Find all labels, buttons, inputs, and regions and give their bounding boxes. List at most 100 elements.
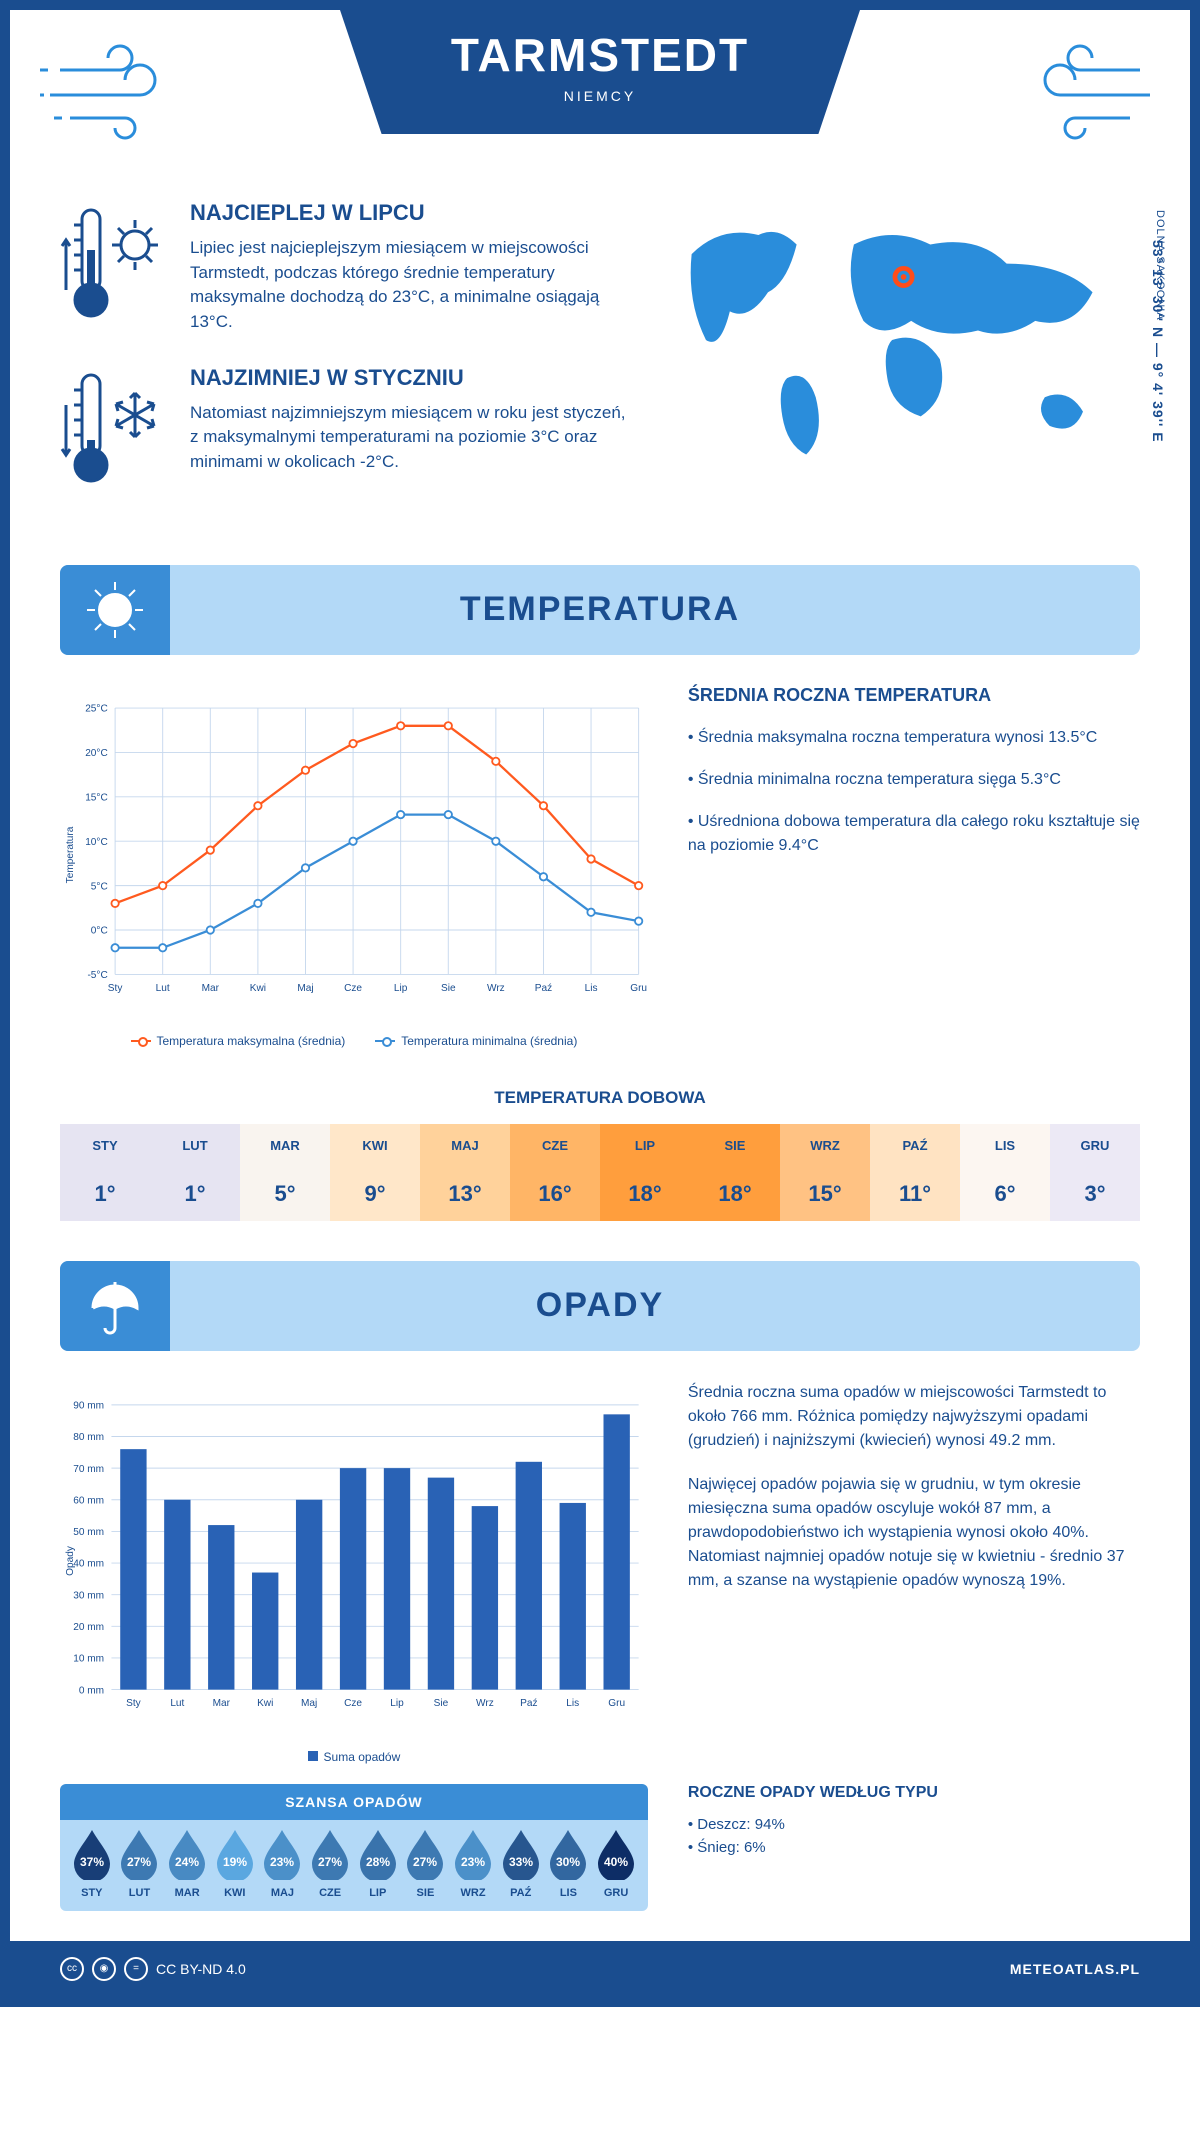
chance-drop: 23% MAJ — [259, 1826, 307, 1899]
temperature-legend: Temperatura maksymalna (średnia)Temperat… — [60, 1034, 648, 1048]
svg-text:40 mm: 40 mm — [73, 1558, 104, 1569]
precipitation-title: OPADY — [60, 1286, 1140, 1325]
svg-text:0°C: 0°C — [91, 925, 108, 936]
svg-text:Wrz: Wrz — [476, 1698, 494, 1709]
license-text: CC BY-ND 4.0 — [156, 1961, 246, 1977]
svg-text:25°C: 25°C — [85, 703, 108, 714]
svg-text:Cze: Cze — [344, 982, 362, 993]
svg-text:Lip: Lip — [394, 982, 408, 993]
daily-value: 15° — [780, 1167, 870, 1221]
temp-bullet: • Średnia minimalna roczna temperatura s… — [688, 768, 1140, 792]
svg-text:Sie: Sie — [441, 982, 456, 993]
wind-icon — [40, 40, 200, 140]
avg-temp-title: ŚREDNIA ROCZNA TEMPERATURA — [688, 685, 1140, 706]
country-name: NIEMCY — [420, 88, 780, 104]
svg-text:20°C: 20°C — [85, 748, 108, 759]
header: TARMSTEDT NIEMCY — [10, 10, 1190, 190]
chance-drop: 28% LIP — [354, 1826, 402, 1899]
svg-text:Lip: Lip — [390, 1698, 404, 1709]
fact-cold-title: NAJZIMNIEJ W STYCZNIU — [190, 365, 633, 391]
precipitation-legend: Suma opadów — [60, 1750, 648, 1764]
site-name: METEOATLAS.PL — [1010, 1961, 1140, 1977]
svg-text:28%: 28% — [366, 1855, 390, 1869]
temperature-title: TEMPERATURA — [60, 590, 1140, 629]
svg-text:24%: 24% — [175, 1855, 199, 1869]
svg-text:Maj: Maj — [297, 982, 313, 993]
svg-text:27%: 27% — [127, 1855, 151, 1869]
intro-section: NAJCIEPLEJ W LIPCU Lipiec jest najcieple… — [10, 190, 1190, 565]
city-name: TARMSTEDT — [420, 28, 780, 82]
temp-bullet: • Uśredniona dobowa temperatura dla całe… — [688, 810, 1140, 858]
daily-month: STY — [60, 1124, 150, 1167]
chance-drop: 19% KWI — [211, 1826, 259, 1899]
precipitation-types: ROCZNE OPADY WEDŁUG TYPU • Deszcz: 94% • … — [688, 1784, 1140, 1911]
daily-value: 1° — [150, 1167, 240, 1221]
legend-item: Temperatura minimalna (średnia) — [375, 1034, 577, 1048]
svg-text:Sie: Sie — [434, 1698, 449, 1709]
temperature-summary: ŚREDNIA ROCZNA TEMPERATURA • Średnia mak… — [688, 685, 1140, 1048]
svg-text:23%: 23% — [461, 1855, 485, 1869]
daily-month: MAJ — [420, 1124, 510, 1167]
title-banner: TARMSTEDT NIEMCY — [340, 10, 860, 134]
cc-icon: cc — [60, 1957, 84, 1981]
chance-drop: 40% GRU — [592, 1826, 640, 1899]
chance-drop: 27% LUT — [116, 1826, 164, 1899]
svg-text:Sty: Sty — [126, 1698, 142, 1709]
svg-text:Mar: Mar — [202, 982, 220, 993]
svg-text:Gru: Gru — [608, 1698, 625, 1709]
daily-value: 1° — [60, 1167, 150, 1221]
chance-drop: 37% STY — [68, 1826, 116, 1899]
thermometer-hot-icon — [60, 200, 170, 330]
type-item: • Deszcz: 94% — [688, 1816, 1140, 1833]
svg-text:10 mm: 10 mm — [73, 1653, 104, 1664]
svg-text:Kwi: Kwi — [257, 1698, 273, 1709]
daily-month: WRZ — [780, 1124, 870, 1167]
temp-bullet: • Średnia maksymalna roczna temperatura … — [688, 726, 1140, 750]
svg-text:40%: 40% — [604, 1855, 628, 1869]
chance-drop: 27% CZE — [306, 1826, 354, 1899]
type-item: • Śnieg: 6% — [688, 1839, 1140, 1856]
svg-text:23%: 23% — [270, 1855, 294, 1869]
daily-month: GRU — [1050, 1124, 1140, 1167]
daily-month: MAR — [240, 1124, 330, 1167]
daily-month: LIP — [600, 1124, 690, 1167]
daily-value: 13° — [420, 1167, 510, 1221]
daily-value: 6° — [960, 1167, 1050, 1221]
svg-text:Mar: Mar — [213, 1698, 231, 1709]
chance-drop: 33% PAŹ — [497, 1826, 545, 1899]
coords-label: 53° 13' 30'' N — 9° 4' 39'' E — [1150, 240, 1166, 443]
daily-value: 16° — [510, 1167, 600, 1221]
daily-value: 3° — [1050, 1167, 1140, 1221]
svg-text:70 mm: 70 mm — [73, 1463, 104, 1474]
daily-temp-title: TEMPERATURA DOBOWA — [10, 1088, 1190, 1108]
precipitation-summary: Średnia roczna suma opadów w miejscowośc… — [688, 1381, 1140, 1764]
precip-paragraph: Najwięcej opadów pojawia się w grudniu, … — [688, 1473, 1140, 1593]
daily-value: 18° — [690, 1167, 780, 1221]
svg-text:Maj: Maj — [301, 1698, 317, 1709]
svg-text:20 mm: 20 mm — [73, 1622, 104, 1633]
svg-text:Kwi: Kwi — [250, 982, 266, 993]
svg-text:30%: 30% — [556, 1855, 580, 1869]
fact-warm-text: Lipiec jest najcieplejszym miesiącem w m… — [190, 236, 633, 335]
precip-paragraph: Średnia roczna suma opadów w miejscowośc… — [688, 1381, 1140, 1453]
svg-text:50 mm: 50 mm — [73, 1527, 104, 1538]
daily-month: CZE — [510, 1124, 600, 1167]
svg-text:Lut: Lut — [156, 982, 170, 993]
daily-month: PAŹ — [870, 1124, 960, 1167]
svg-text:-5°C: -5°C — [87, 970, 107, 981]
temperature-chart: Temperatura-5°C0°C5°C10°C15°C20°C25°CSty… — [60, 685, 648, 1048]
svg-text:30 mm: 30 mm — [73, 1590, 104, 1601]
chance-title: SZANSA OPADÓW — [60, 1784, 648, 1820]
svg-text:Paź: Paź — [520, 1698, 537, 1709]
types-title: ROCZNE OPADY WEDŁUG TYPU — [688, 1784, 1140, 1802]
svg-text:5°C: 5°C — [91, 881, 108, 892]
nd-icon: = — [124, 1957, 148, 1981]
temperature-banner: TEMPERATURA — [60, 565, 1140, 655]
svg-text:Cze: Cze — [344, 1698, 362, 1709]
precipitation-chance: SZANSA OPADÓW 37% STY 27% LUT 24% MAR 19… — [60, 1784, 648, 1911]
svg-text:33%: 33% — [509, 1855, 533, 1869]
chance-drop: 27% SIE — [402, 1826, 450, 1899]
fact-warmest: NAJCIEPLEJ W LIPCU Lipiec jest najcieple… — [60, 200, 633, 335]
chance-drop: 24% MAR — [163, 1826, 211, 1899]
precipitation-chart: Opady0 mm10 mm20 mm30 mm40 mm50 mm60 mm7… — [60, 1381, 648, 1764]
